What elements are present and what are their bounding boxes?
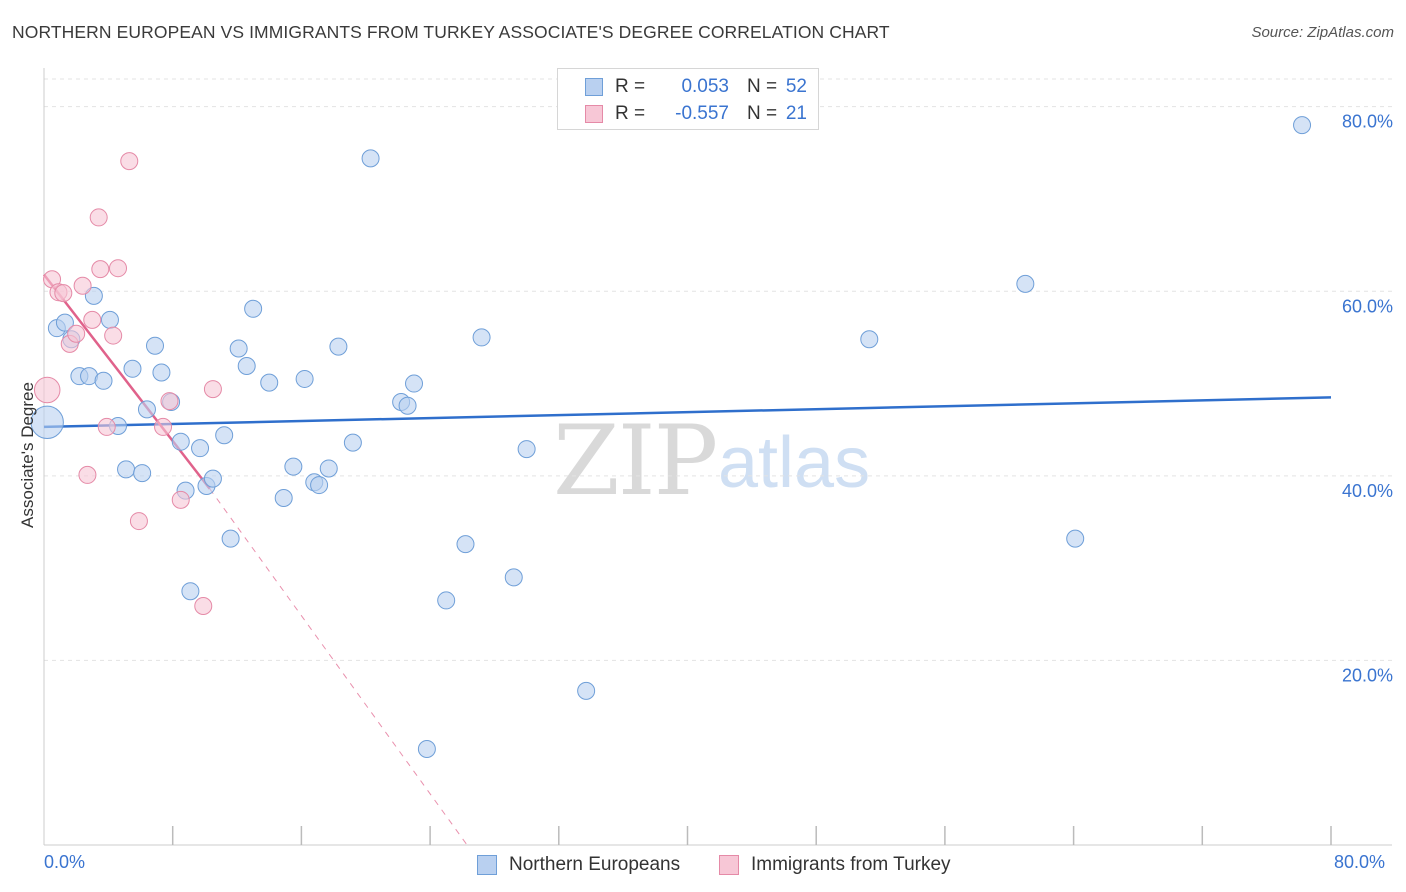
point-northern-europeans [1016, 274, 1035, 293]
point-northern-europeans [203, 469, 222, 488]
r-value: -0.557 [675, 103, 729, 124]
trend-lines [43, 273, 1332, 846]
pink-swatch-icon [719, 855, 739, 875]
legend-item-immigrants-turkey: Immigrants from Turkey [719, 850, 951, 880]
r-label: R = [615, 76, 646, 97]
point-northern-europeans [274, 488, 293, 507]
point-immigrants-turkey [54, 284, 73, 303]
point-immigrants-turkey [89, 208, 108, 227]
y-tick-labels: 20.0% 40.0% 60.0% 80.0% [1342, 112, 1393, 686]
point-northern-europeans [117, 460, 136, 479]
point-immigrants-turkey [78, 465, 97, 484]
point-northern-europeans [171, 432, 190, 451]
point-northern-europeans [361, 149, 380, 168]
point-northern-europeans [152, 363, 171, 382]
y-axis-label: Associate's Degree [18, 382, 37, 528]
axes [43, 68, 1392, 846]
n-value: 52 [785, 76, 807, 97]
point-northern-europeans [310, 476, 329, 495]
n-label: N = [747, 103, 778, 124]
point-northern-europeans [295, 369, 314, 388]
pink-swatch-icon [585, 105, 603, 123]
point-northern-europeans [398, 396, 417, 415]
legend-row-northern-europeans: R = 0.053 N = 52 [558, 73, 807, 101]
x-tick-label-max: 80.0% [1334, 852, 1386, 872]
point-northern-europeans [319, 459, 338, 478]
point-northern-europeans [517, 440, 536, 459]
legend-label: Northern Europeans [509, 854, 681, 875]
series-legend: Northern Europeans Immigrants from Turke… [0, 850, 1406, 880]
point-northern-europeans [84, 286, 103, 305]
n-label: N = [747, 76, 778, 97]
point-immigrants-turkey [160, 392, 179, 411]
point-immigrants-turkey [203, 380, 222, 399]
point-immigrants-turkey [129, 512, 148, 531]
point-immigrants-turkey [194, 596, 213, 615]
y-tick-label: 40.0% [1342, 481, 1393, 501]
r-label: R = [615, 103, 646, 124]
trend-line-immigrants-turkey-extension [209, 488, 468, 846]
point-northern-europeans [55, 313, 74, 332]
point-northern-europeans [437, 591, 456, 610]
point-northern-europeans [860, 330, 879, 349]
r-value: 0.053 [681, 76, 729, 97]
point-immigrants-turkey [67, 324, 86, 343]
point-immigrants-turkey [97, 417, 116, 436]
correlation-legend: R = 0.053 N = 52 R = -0.557 N = 21 [557, 68, 819, 130]
point-northern-europeans [215, 426, 234, 445]
point-immigrants-turkey [154, 417, 173, 436]
point-northern-europeans [329, 337, 348, 356]
point-northern-europeans [405, 374, 424, 393]
source-label: Source: ZipAtlas.com [1251, 24, 1394, 41]
legend-item-northern-europeans: Northern Europeans [477, 850, 680, 880]
point-immigrants-turkey [83, 310, 102, 329]
x-tick-label-min: 0.0% [44, 852, 86, 872]
trend-line-northern-europeans [43, 396, 1332, 429]
point-northern-europeans [146, 336, 165, 355]
chart-title: NORTHERN EUROPEAN VS IMMIGRANTS FROM TUR… [12, 22, 890, 42]
blue-swatch-icon [477, 855, 497, 875]
point-immigrants-turkey [104, 326, 123, 345]
point-northern-europeans [284, 457, 303, 476]
point-immigrants-turkey [91, 260, 110, 279]
point-northern-europeans [30, 405, 64, 439]
point-northern-europeans [577, 681, 596, 700]
point-northern-europeans [237, 357, 256, 376]
data-points [30, 116, 1312, 759]
point-northern-europeans [191, 439, 210, 458]
point-northern-europeans [504, 568, 523, 587]
point-northern-europeans [343, 433, 362, 452]
point-northern-europeans [472, 328, 491, 347]
point-northern-europeans [229, 339, 248, 358]
trend-line-immigrants-turkey [43, 273, 211, 490]
point-northern-europeans [181, 582, 200, 601]
point-northern-europeans [123, 359, 142, 378]
legend-row-immigrants-turkey: R = -0.557 N = 21 [558, 100, 807, 128]
blue-swatch-icon [585, 78, 603, 96]
watermark-zip: ZIP [553, 405, 718, 517]
point-northern-europeans [260, 373, 279, 392]
point-northern-europeans [1066, 529, 1085, 548]
point-northern-europeans [244, 299, 263, 318]
point-immigrants-turkey [73, 276, 92, 295]
point-northern-europeans [137, 400, 156, 419]
n-value: 21 [785, 103, 807, 124]
y-tick-label: 80.0% [1342, 112, 1393, 132]
point-northern-europeans [100, 310, 119, 329]
point-northern-europeans [456, 535, 475, 554]
point-northern-europeans [417, 740, 436, 759]
y-tick-label: 20.0% [1342, 665, 1393, 685]
point-immigrants-turkey [171, 490, 190, 509]
point-immigrants-turkey [109, 259, 128, 278]
point-northern-europeans [133, 464, 152, 483]
watermark-atlas: atlas [718, 423, 871, 503]
point-immigrants-turkey [120, 152, 139, 171]
point-immigrants-turkey [33, 376, 61, 404]
y-tick-label: 60.0% [1342, 296, 1393, 316]
legend-label: Immigrants from Turkey [751, 854, 951, 875]
point-northern-europeans [1293, 116, 1312, 135]
point-northern-europeans [94, 371, 113, 390]
point-northern-europeans [221, 529, 240, 548]
